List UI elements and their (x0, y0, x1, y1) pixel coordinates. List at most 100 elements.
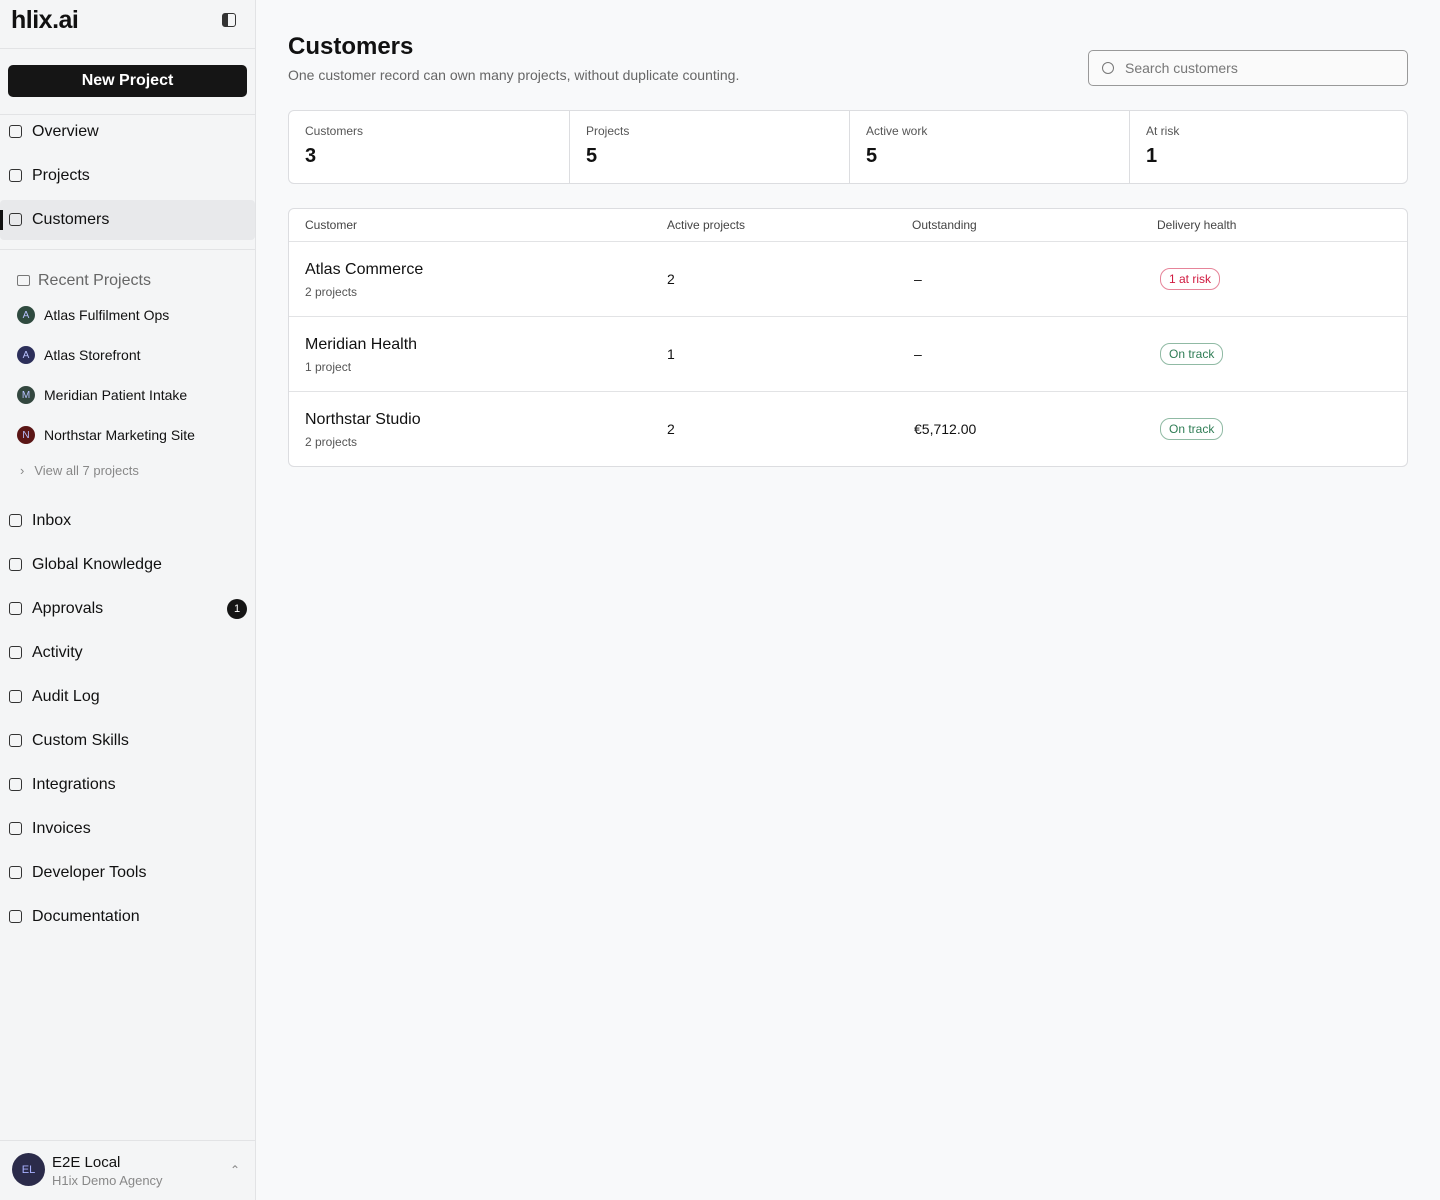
search-icon (1102, 62, 1114, 74)
project-name: Atlas Storefront (44, 347, 141, 363)
stat-label: Customers (305, 124, 364, 138)
nav-item[interactable]: Developer Tools (0, 853, 255, 893)
nav-icon (9, 558, 22, 571)
nav-icon (9, 910, 22, 923)
divider (0, 48, 255, 49)
column-header: Delivery health (1157, 218, 1237, 232)
search-placeholder: Search customers (1125, 60, 1238, 76)
column-header: Active projects (667, 218, 746, 232)
user-avatar: EL (12, 1153, 45, 1186)
nav-item[interactable]: Overview (0, 112, 255, 152)
nav-icon (9, 602, 22, 615)
active-indicator (0, 210, 3, 230)
nav-item[interactable]: Projects (0, 156, 255, 196)
project-name: Meridian Patient Intake (44, 387, 188, 403)
page-subtitle: One customer record can own many project… (288, 67, 740, 83)
nav-label: Projects (32, 167, 90, 184)
stat: At risk 1 (1129, 111, 1409, 183)
nav-item[interactable]: Inbox (0, 501, 255, 541)
table-row[interactable]: Northstar Studio 2 projects 2 €5,712.00 On t… (289, 392, 1407, 466)
nav-item[interactable]: Global Knowledge (0, 545, 255, 585)
outstanding: €5,712.00 (914, 421, 977, 437)
nav-label: Documentation (32, 908, 140, 925)
nav-label: Invoices (32, 820, 91, 837)
nav-icon (9, 822, 22, 835)
nav-icon (9, 169, 22, 182)
nav-label: Activity (32, 644, 83, 661)
user-menu[interactable]: EL E2E Local H1ix Demo Agency ⌃ (0, 1140, 255, 1200)
project-name: Northstar Marketing Site (44, 427, 195, 443)
recent-project[interactable]: A Atlas Storefront (0, 345, 255, 365)
nav-icon (9, 866, 22, 879)
customer-name: Atlas Commerce (305, 261, 424, 278)
logo[interactable]: hlix.ai (11, 6, 79, 34)
recent-project[interactable]: A Atlas Fulfilment Ops (0, 305, 255, 325)
nav-item[interactable]: Audit Log (0, 677, 255, 717)
divider (0, 249, 255, 250)
nav-icon (9, 690, 22, 703)
project-avatar: M (17, 386, 35, 404)
nav-label: Integrations (32, 776, 116, 793)
active-projects: 2 (667, 421, 675, 437)
recent-project[interactable]: M Meridian Patient Intake (0, 385, 255, 405)
recent-project[interactable]: N Northstar Marketing Site (0, 425, 255, 445)
nav-icon (9, 734, 22, 747)
user-name: E2E Local (52, 1154, 121, 1171)
nav-label: Inbox (32, 512, 72, 529)
outstanding: – (914, 346, 922, 362)
active-projects: 2 (667, 271, 675, 287)
nav-item[interactable]: Invoices (0, 809, 255, 849)
stat-value: 5 (586, 145, 598, 167)
health-pill: On track (1160, 418, 1224, 440)
customer-name: Meridian Health (305, 336, 418, 353)
view-all-text: View all 7 projects (34, 463, 139, 478)
nav-icon (9, 646, 22, 659)
table-row[interactable]: Meridian Health 1 project 1 – On track (289, 317, 1407, 392)
nav-label: Developer Tools (32, 864, 147, 881)
nav-icon (9, 125, 22, 138)
sidebar: hlix.ai New Project Recent Projects › Vie… (0, 0, 256, 1200)
nav-item[interactable]: Custom Skills (0, 721, 255, 761)
nav-item[interactable]: Activity (0, 633, 255, 673)
nav-icon (9, 514, 22, 527)
nav-icon (9, 778, 22, 791)
nav-label: Customers (32, 211, 110, 228)
main: Customers One customer record can own ma… (256, 0, 1440, 1200)
customer-projects: 2 projects (305, 285, 358, 299)
stat: Projects 5 (569, 111, 849, 183)
nav-label: Global Knowledge (32, 556, 162, 573)
active-projects: 1 (667, 346, 675, 362)
project-avatar: A (17, 346, 35, 364)
collapse-toggle[interactable] (222, 13, 236, 27)
project-name: Atlas Fulfilment Ops (44, 307, 170, 323)
customer-name: Northstar Studio (305, 411, 421, 428)
recent-title: Recent Projects (38, 272, 151, 289)
nav-label: Approvals (32, 600, 104, 617)
nav-item[interactable]: Customers (0, 200, 255, 240)
new-project-button[interactable]: New Project (8, 65, 247, 97)
nav-item[interactable]: Integrations (0, 765, 255, 805)
health-cell: On track (1160, 418, 1224, 440)
stat: Customers 3 (289, 111, 569, 183)
stat: Active work 5 (849, 111, 1129, 183)
project-avatar: N (17, 426, 35, 444)
view-all-link[interactable]: › View all 7 projects (20, 463, 139, 478)
stats-card: Customers 3 Projects 5 Active work 5 At risk 1 (288, 110, 1408, 184)
health-cell: On track (1160, 343, 1224, 365)
badge: 1 (227, 599, 247, 619)
search-input[interactable]: Search customers (1088, 50, 1408, 86)
nav-item[interactable]: Documentation (0, 897, 255, 937)
table-row[interactable]: Atlas Commerce 2 projects 2 – 1 at risk (289, 242, 1407, 317)
stat-value: 3 (305, 145, 317, 167)
column-header: Customer (305, 218, 358, 232)
nav-label: Audit Log (32, 688, 100, 705)
project-avatar: A (17, 306, 35, 324)
stat-label: Projects (586, 124, 630, 138)
table-header: Customer Active projects Outstanding Delive… (289, 209, 1407, 242)
chevron: ⌃ (230, 1163, 241, 1177)
stat-value: 5 (866, 145, 878, 167)
nav-item[interactable]: Approvals 1 (0, 589, 255, 629)
outstanding: – (914, 271, 922, 287)
page-title: Customers (288, 33, 414, 60)
